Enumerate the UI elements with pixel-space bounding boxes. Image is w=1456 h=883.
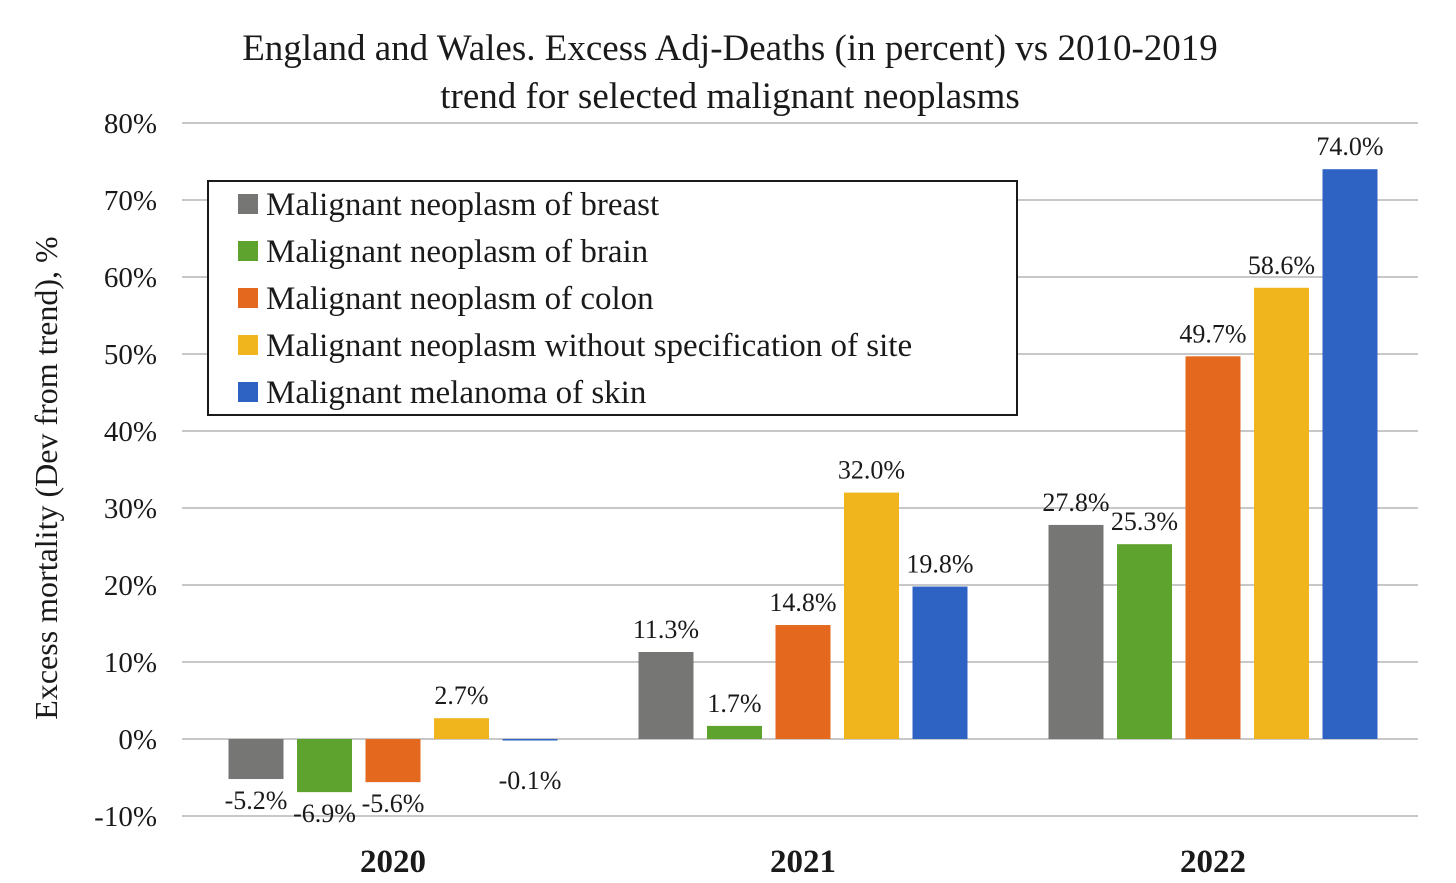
bar [228, 739, 284, 780]
bar [775, 625, 831, 739]
y-axis-label: Excess mortality (Dev from trend), % [28, 236, 64, 719]
legend-label: Malignant melanoma of skin [266, 375, 646, 411]
y-tick-label: 80% [104, 108, 157, 140]
bar [365, 739, 421, 783]
y-tick-label: 0% [118, 724, 157, 756]
legend-box [207, 180, 1018, 416]
y-tick-label: 20% [104, 570, 157, 602]
bar [912, 586, 968, 739]
x-tick-label: 2021 [770, 844, 836, 880]
legend-swatch [238, 241, 258, 261]
data-label: -5.2% [225, 786, 288, 815]
bar [1048, 524, 1104, 739]
legend-label: Malignant neoplasm of colon [266, 281, 654, 317]
data-label: 27.8% [1042, 488, 1109, 517]
data-label: 49.7% [1179, 319, 1246, 348]
chart-title-line-2: trend for selected malignant neoplasms [440, 76, 1019, 117]
x-tick-label: 2022 [1180, 844, 1246, 880]
y-tick-label: 40% [104, 416, 157, 448]
data-label: -0.1% [499, 766, 562, 795]
data-label: 58.6% [1248, 251, 1315, 280]
y-tick-label: 10% [104, 647, 157, 679]
bar [1254, 287, 1309, 739]
legend-label: Malignant neoplasm of breast [266, 187, 659, 223]
legend-swatch [238, 335, 258, 355]
x-tick-label: 2020 [360, 844, 426, 880]
data-label: 14.8% [769, 588, 836, 617]
data-label: 1.7% [707, 689, 761, 718]
bar [502, 739, 558, 741]
chart-title-line-1: England and Wales. Excess Adj-Deaths (in… [242, 28, 1218, 69]
bar [297, 739, 352, 793]
y-tick-label: 70% [104, 185, 157, 217]
bar [638, 651, 694, 739]
y-axis-ticks: -10% 0% 10% 20% 30% 40% 50% 60% 70% 80% [94, 108, 157, 833]
y-tick-label: 50% [104, 339, 157, 371]
legend-swatch [238, 382, 258, 402]
data-label: 11.3% [633, 615, 699, 644]
data-label: 74.0% [1316, 132, 1383, 161]
legend-label: Malignant neoplasm of brain [266, 234, 648, 270]
data-label: 32.0% [838, 456, 905, 485]
y-tick-label: 30% [104, 493, 157, 525]
legend: Malignant neoplasm of breast Malignant ne… [207, 180, 1018, 416]
data-label: 25.3% [1111, 507, 1178, 536]
data-label: -6.9% [293, 799, 356, 828]
data-labels: -5.2% -6.9% -5.6% 2.7% -0.1% 11.3% 1.7% 14.8% 32… [225, 132, 1384, 828]
data-label: 19.8% [906, 550, 973, 579]
bar [434, 718, 489, 739]
bars [228, 169, 1378, 793]
bar [707, 725, 762, 739]
y-tick-label: -10% [94, 801, 157, 833]
data-label: 2.7% [434, 681, 488, 710]
x-axis-ticks: 2020 2021 2022 [360, 844, 1246, 880]
y-tick-label: 60% [104, 262, 157, 294]
chart-title: England and Wales. Excess Adj-Deaths (in… [242, 28, 1218, 117]
bar [844, 492, 899, 739]
legend-label: Malignant neoplasm without specification… [266, 328, 912, 364]
legend-swatch [238, 288, 258, 308]
bar [1322, 169, 1378, 739]
legend-swatch [238, 194, 258, 214]
data-label: -5.6% [362, 789, 425, 818]
bar [1185, 356, 1241, 739]
bar [1117, 544, 1172, 739]
